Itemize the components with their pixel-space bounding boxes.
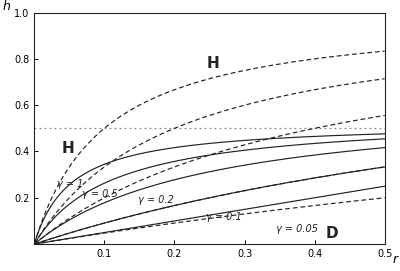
- Text: γ = 0.1: γ = 0.1: [206, 212, 242, 222]
- Text: γ = 0.05: γ = 0.05: [276, 224, 318, 234]
- Text: γ = 0.5: γ = 0.5: [82, 189, 118, 199]
- X-axis label: r: r: [392, 253, 398, 266]
- Text: γ = 1: γ = 1: [57, 179, 83, 189]
- Text: H: H: [206, 56, 219, 71]
- Text: D: D: [326, 226, 338, 241]
- Y-axis label: h: h: [2, 0, 10, 12]
- Text: γ = 0.2: γ = 0.2: [138, 195, 174, 205]
- Text: H: H: [62, 140, 74, 156]
